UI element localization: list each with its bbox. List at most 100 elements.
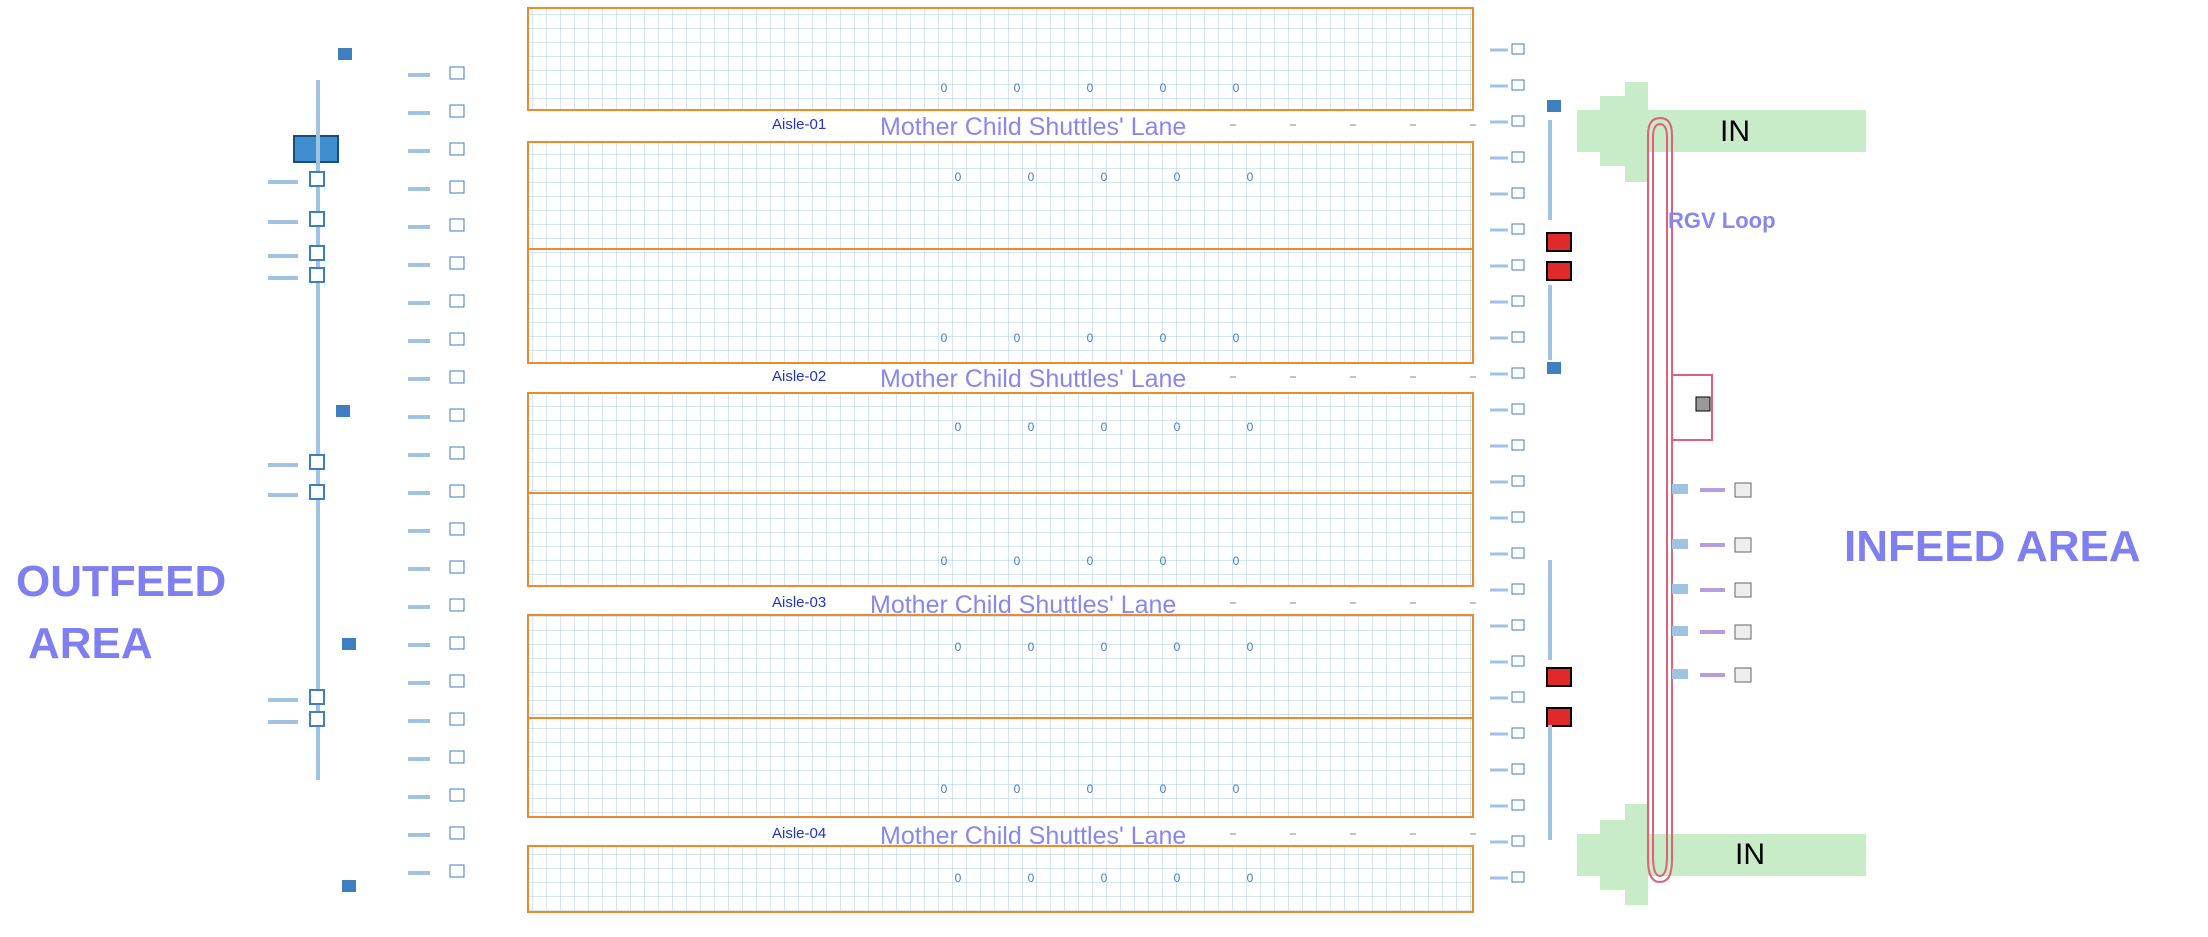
buffer-box: [449, 560, 465, 574]
rgv-loop: [1647, 116, 1713, 884]
counter: 0: [955, 640, 962, 654]
station-box: [309, 211, 325, 227]
lane-label: Mother Child Shuttles' Lane: [880, 365, 1186, 393]
in-bottom-label: IN: [1735, 838, 1765, 871]
right-box: [1511, 871, 1525, 883]
lift-right: [1547, 100, 1561, 112]
counter: 0: [1101, 871, 1108, 885]
buffer-box: [449, 446, 465, 460]
lift-small: [336, 405, 350, 417]
right-box: [1511, 691, 1525, 703]
buffer-box: [449, 750, 465, 764]
infeed-label: INFEED AREA: [1844, 522, 2141, 571]
buffer-box: [449, 864, 465, 878]
counter: 0: [1233, 81, 1240, 95]
counter: 0: [941, 782, 948, 796]
station-box: [309, 267, 325, 283]
right-box: [1511, 151, 1525, 163]
rgv-label: RGV Loop: [1668, 208, 1776, 233]
counter: 0: [955, 420, 962, 434]
counter: 0: [1160, 554, 1167, 568]
counter: 0: [1247, 420, 1254, 434]
counter: 0: [1028, 420, 1035, 434]
counter: 0: [1014, 81, 1021, 95]
station-box: [309, 454, 325, 470]
counter: 0: [1101, 420, 1108, 434]
buffer-box: [449, 636, 465, 650]
buffer-box: [449, 788, 465, 802]
right-box: [1511, 367, 1525, 379]
counter: 0: [955, 170, 962, 184]
right-box: [1511, 331, 1525, 343]
station-box: [309, 484, 325, 500]
lane-label: Mother Child Shuttles' Lane: [870, 591, 1176, 619]
lift-small: [338, 48, 352, 60]
infeed-box: [1734, 537, 1752, 553]
counter: 0: [1160, 331, 1167, 345]
buffer-box: [449, 408, 465, 422]
station-box: [309, 711, 325, 727]
counter: 0: [1233, 782, 1240, 796]
buffer-box: [449, 294, 465, 308]
right-box: [1511, 655, 1525, 667]
right-box: [1511, 79, 1525, 91]
counter: 0: [1101, 170, 1108, 184]
counter: 0: [1028, 170, 1035, 184]
counter: 0: [1174, 640, 1181, 654]
buffer-box: [449, 826, 465, 840]
in-top-label: IN: [1720, 115, 1750, 148]
rgv-station: [1695, 396, 1711, 412]
buffer-box: [449, 598, 465, 612]
lane-label: Mother Child Shuttles' Lane: [880, 822, 1186, 850]
outfeed-label-2: AREA: [28, 619, 153, 668]
counter: 0: [1247, 871, 1254, 885]
counter: 0: [955, 871, 962, 885]
buffer-box: [449, 180, 465, 194]
infeed-box: [1734, 624, 1752, 640]
station-box: [309, 245, 325, 261]
right-box: [1511, 187, 1525, 199]
red-shuttle: [1546, 707, 1572, 727]
lift-small: [342, 638, 356, 650]
rack-grid: [527, 141, 1474, 364]
lift-small: [342, 880, 356, 892]
counter: 0: [1174, 420, 1181, 434]
counter: 0: [1087, 554, 1094, 568]
rack-grid: [527, 392, 1474, 587]
counter: 0: [941, 331, 948, 345]
right-box: [1511, 223, 1525, 235]
rack-grid: [527, 845, 1474, 913]
right-box: [1511, 259, 1525, 271]
counter: 0: [1160, 782, 1167, 796]
red-shuttle: [1546, 232, 1572, 252]
right-box: [1511, 727, 1525, 739]
right-box: [1511, 403, 1525, 415]
aisle-label: Aisle-02: [772, 368, 826, 385]
counter: 0: [1014, 331, 1021, 345]
buffer-box: [449, 484, 465, 498]
red-shuttle: [1546, 667, 1572, 687]
right-box: [1511, 439, 1525, 451]
counter: 0: [1014, 782, 1021, 796]
buffer-box: [449, 712, 465, 726]
counter: 0: [1174, 170, 1181, 184]
lane-label: Mother Child Shuttles' Lane: [880, 113, 1186, 141]
buffer-box: [449, 218, 465, 232]
right-box: [1511, 43, 1525, 55]
right-box: [1511, 295, 1525, 307]
infeed-station: [1672, 626, 1688, 636]
infeed-zone-bottom: [1577, 804, 1866, 905]
buffer-box: [449, 674, 465, 688]
station-box: [309, 171, 325, 187]
buffer-box: [449, 66, 465, 80]
infeed-station: [1672, 584, 1688, 594]
right-box: [1511, 511, 1525, 523]
infeed-box: [1734, 482, 1752, 498]
counter: 0: [941, 554, 948, 568]
right-box: [1511, 115, 1525, 127]
infeed-box: [1734, 582, 1752, 598]
right-box: [1511, 799, 1525, 811]
buffer-box: [449, 256, 465, 270]
aisle-label: Aisle-04: [772, 825, 826, 842]
